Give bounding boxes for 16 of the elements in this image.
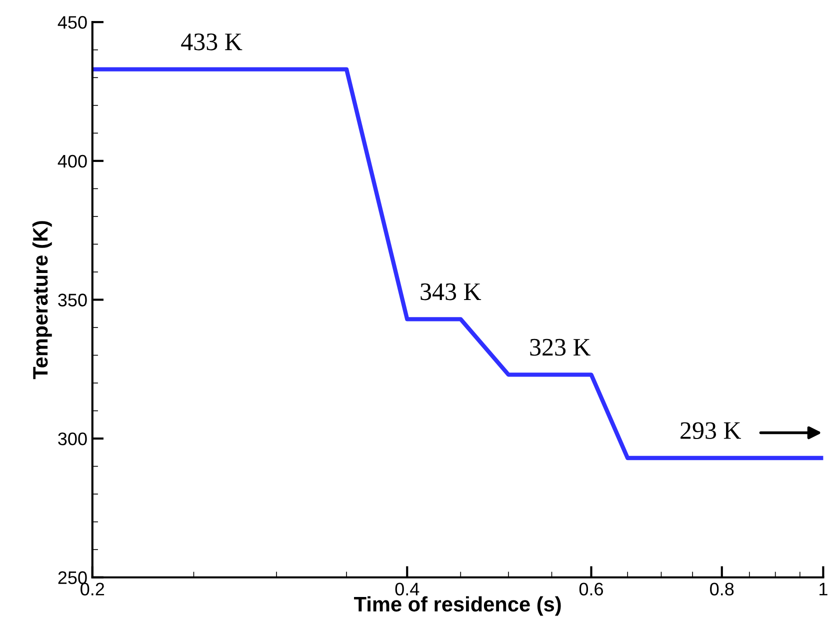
x-tick-label: 0.8 [710,582,734,596]
x-axis-title: Time of residence (s) [354,596,561,616]
x-tick-label: 0.6 [579,582,604,596]
y-tick-label: 250 [58,571,87,584]
annotation: 323 K [530,338,591,356]
y-axis-title: Temperature (K) [32,221,52,380]
y-tick-label: 400 [58,154,87,168]
y-tick-label: 300 [58,432,87,446]
x-tick-label: 0.4 [395,582,420,596]
x-tick-label: 1 [820,582,828,596]
annotation: 343 K [420,283,482,300]
y-tick-label: 350 [58,294,87,306]
annotation: 293 K [680,422,742,440]
y-tick-label: 450 [58,16,87,29]
annotation: 433 K [181,34,242,50]
x-tick-label: 0.2 [80,582,104,596]
